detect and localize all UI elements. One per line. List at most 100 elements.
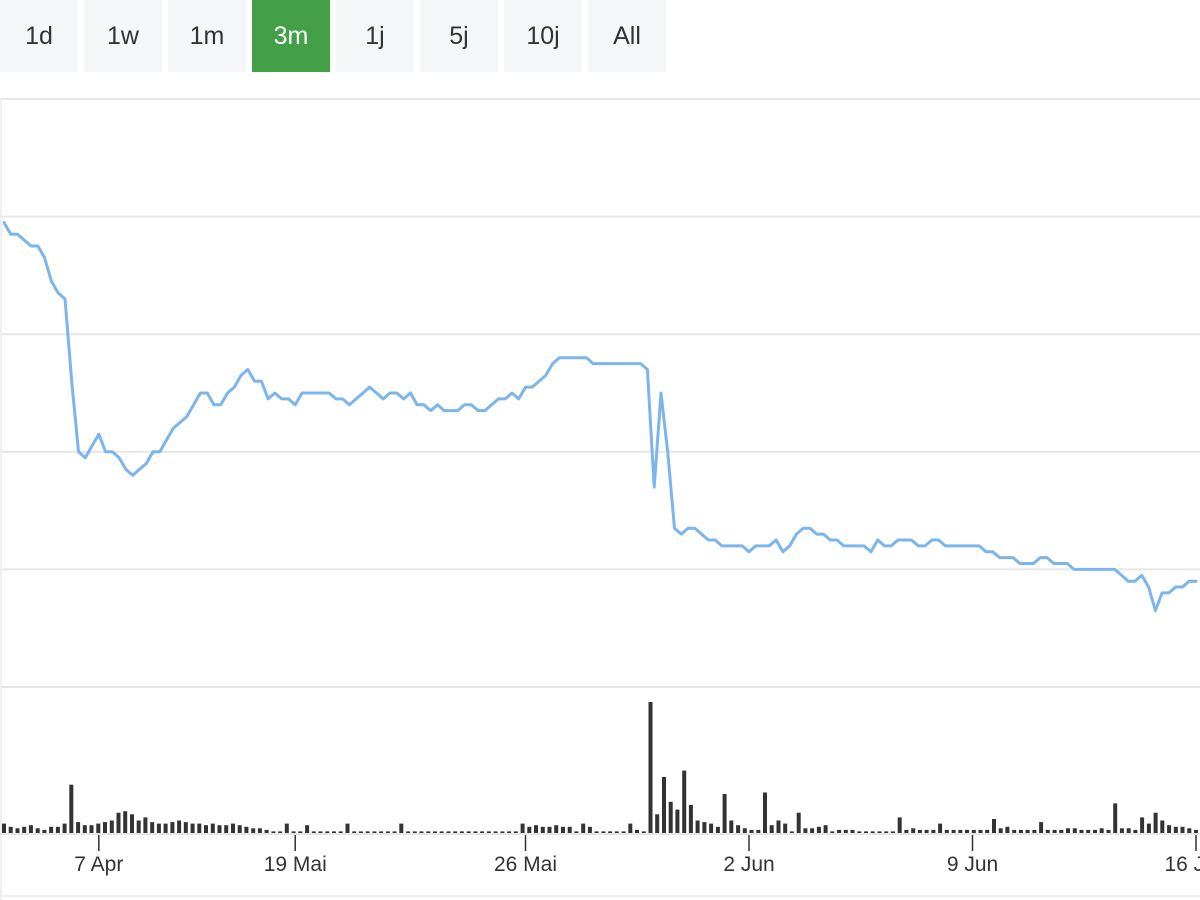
volume-bar [358,831,363,833]
volume-bar [917,829,922,833]
volume-bar [527,826,532,833]
range-selector: 1d 1w 1m 3m 1j 5j 10j All [0,0,672,72]
volume-bar [715,826,720,833]
range-button-3m[interactable]: 3m [252,0,330,72]
range-button-1j[interactable]: 1j [336,0,414,72]
volume-bar [116,812,121,833]
volume-bar [540,826,545,833]
volume-bar [130,814,134,833]
volume-bar [433,831,437,833]
volume-bar [379,831,384,833]
volume-bar [217,825,222,833]
volume-bar [89,825,94,833]
volume-bar [534,825,538,833]
volume-bar [574,831,579,833]
price-line-layer [2,221,1198,613]
volume-bar [904,829,909,833]
volume-bar [897,817,902,833]
range-button-5j[interactable]: 5j [420,0,498,72]
range-button-10j[interactable]: 10j [504,0,582,72]
volume-bar [372,831,377,833]
volume-bar [210,823,215,833]
volume-bar [608,831,613,833]
volume-bar [911,828,916,833]
volume-bar [507,831,512,833]
volume-bar [136,820,141,833]
volume-bar [1079,829,1084,833]
volume-bar [978,829,983,833]
volume-bar [1066,828,1070,833]
volume-bar [648,702,653,833]
volume-bar [96,823,101,833]
volume-bar [1072,828,1077,833]
volume-bar [520,823,525,833]
volume-bar [688,804,693,833]
volume-bar [803,828,808,833]
volume-bar [843,829,848,833]
volume-bar [581,823,586,833]
volume-bar [2,823,6,833]
volume-bar [776,820,781,833]
volume-bar [695,820,700,833]
volume-bar [1167,825,1172,833]
volume-bar [1119,828,1124,833]
volume-bar [453,831,458,833]
volume-bar [1194,829,1198,833]
volume-bar [1025,829,1030,833]
volume-bar [15,828,20,833]
volume-bar [311,831,316,833]
x-tick-label: 26 Mai [494,853,557,876]
volume-bar [1180,826,1185,833]
range-button-1d[interactable]: 1d [0,0,78,72]
volume-bar [190,823,195,833]
volume-bar [1032,829,1037,833]
volume-bar [614,831,619,833]
volume-bar [406,831,411,833]
price-series-line [2,221,1198,613]
volume-bar [183,822,188,833]
volume-bar [837,829,842,833]
volume-bar [729,820,734,833]
volume-bar [412,831,417,833]
volume-bar [439,831,444,833]
volume-bar [985,829,990,833]
range-button-1m[interactable]: 1m [168,0,246,72]
volume-bar [22,826,27,833]
volume-bar [392,831,397,833]
volume-bar [1113,803,1118,833]
volume-bar [284,823,289,833]
volume-bar [257,828,262,833]
volume-bar [1039,822,1044,833]
volume-bar [1146,823,1151,833]
volume-bar [8,826,13,833]
volume-bar [251,828,256,833]
volume-bar [1173,826,1178,833]
volume-bar [35,828,40,833]
gridlines [0,98,1200,900]
volume-bar [823,825,828,833]
range-button-1w[interactable]: 1w [84,0,162,72]
volume-bar [1140,817,1145,833]
volume-bar [150,822,155,833]
volume-bar [594,831,599,833]
volume-bar [291,831,296,833]
volume-bar [500,831,505,833]
volume-bar [466,831,471,833]
volume-bar [682,770,687,833]
volume-bar [1059,829,1064,833]
volume-bar [635,829,639,833]
volume-bar [769,825,774,833]
volume-bar [621,831,626,833]
volume-bar [170,822,175,833]
volume-bar [567,826,572,833]
volume-bar [332,831,336,833]
volume-bar [298,831,303,833]
volume-bar [1099,828,1104,833]
volume-bar [756,829,761,833]
volume-bar [830,831,835,833]
volume-bar [796,812,801,833]
volume-bar [850,829,855,833]
volume-bar [890,831,895,833]
range-button-all[interactable]: All [588,0,666,72]
volume-bar [177,820,182,833]
